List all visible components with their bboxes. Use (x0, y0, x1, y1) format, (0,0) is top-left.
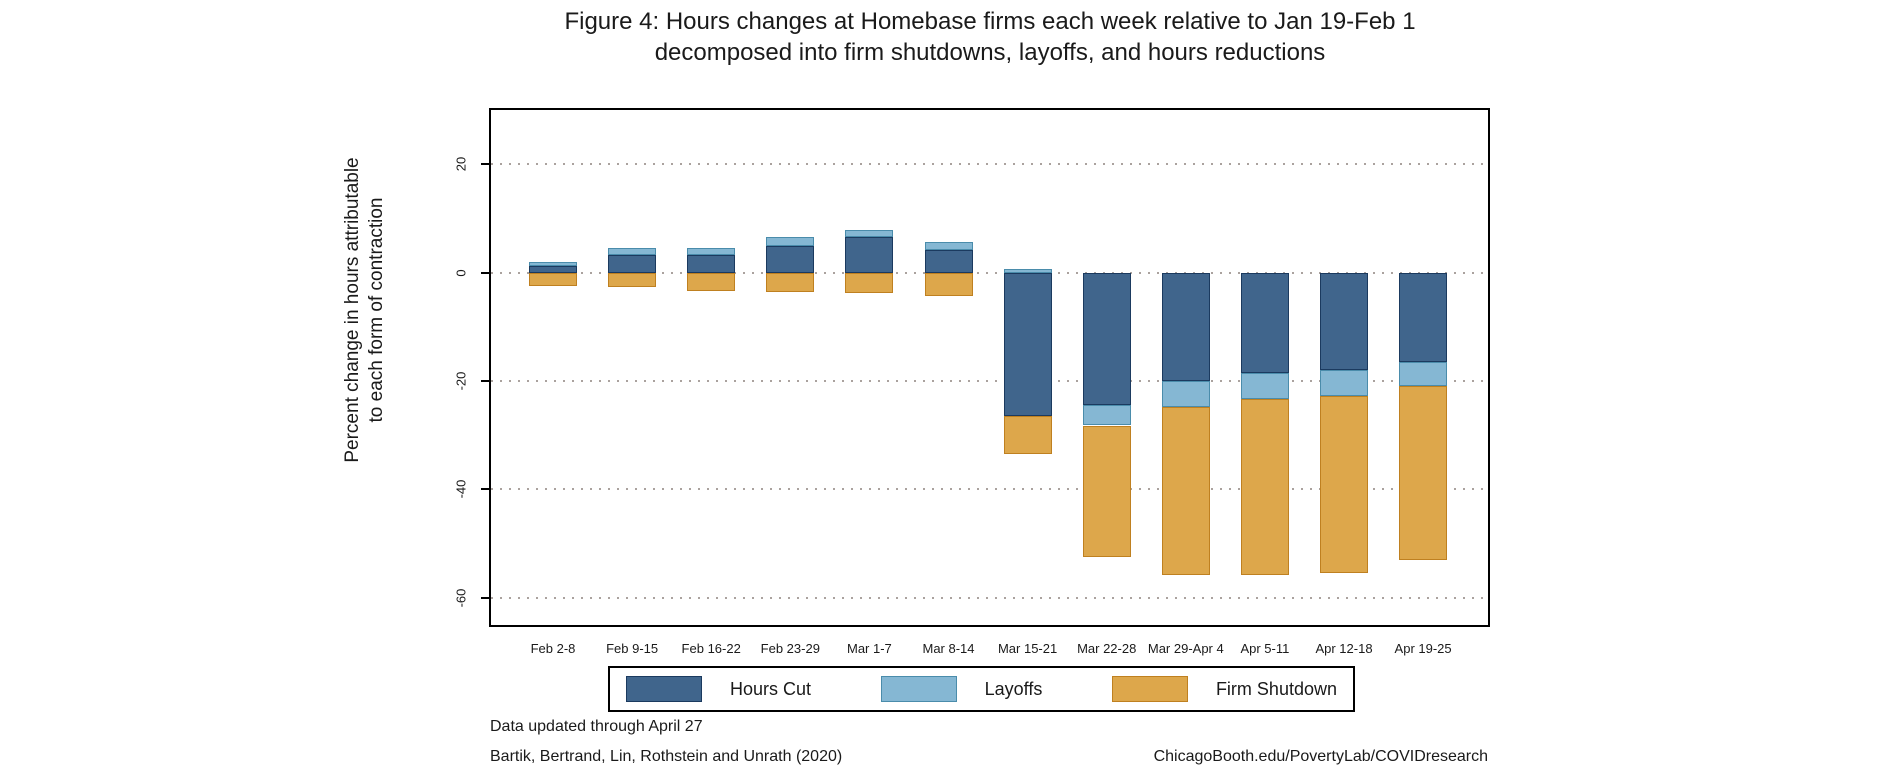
y-tick-mark (481, 163, 490, 166)
y-tick-mark (481, 488, 490, 491)
legend-label-firm-shutdown: Firm Shutdown (1215, 678, 1337, 699)
legend-label-layoffs: Layoffs (984, 678, 1043, 699)
bar-segment-hours-cut-mar-15-21 (1003, 272, 1052, 417)
bar-segment-firm-shutdown-mar-29-apr-4 (1161, 407, 1210, 576)
legend-item-layoffs: Layoffs (880, 676, 1043, 702)
x-tick-label-feb-2-8: Feb 2-8 (530, 641, 576, 656)
x-tick-label-feb-9-15: Feb 9-15 (606, 641, 659, 656)
bar-segment-layoffs-feb-16-22 (687, 247, 736, 255)
footnote-authors: Bartik, Bertrand, Lin, Rothstein and Unr… (490, 748, 843, 765)
bar-segment-hours-cut-feb-9-15 (608, 254, 657, 273)
bar-segment-hours-cut-mar-22-28 (1082, 272, 1131, 406)
footnote-data-updated: Data updated through April 27 (490, 718, 703, 735)
bar-segment-hours-cut-feb-2-8 (529, 265, 577, 273)
y-axis-title-line1: Percent change in hours attributable (342, 157, 363, 463)
x-tick-label-feb-16-22: Feb 16-22 (681, 641, 741, 656)
bar-segment-firm-shutdown-feb-2-8 (529, 272, 577, 286)
y-tick-mark (481, 271, 490, 274)
bar-segment-layoffs-mar-29-apr-4 (1161, 381, 1210, 408)
bar-segment-firm-shutdown-feb-16-22 (687, 272, 736, 291)
bar-segment-layoffs-mar-1-7 (845, 229, 894, 238)
gridline--40 (491, 488, 1488, 491)
x-tick-label-apr-19-25: Apr 19-25 (1394, 641, 1452, 656)
bar-segment-layoffs-mar-15-21 (1003, 268, 1052, 273)
bar-segment-hours-cut-feb-16-22 (687, 254, 736, 273)
gridline-0 (491, 271, 1488, 274)
bar-segment-firm-shutdown-apr-19-25 (1399, 386, 1448, 560)
bar-segment-hours-cut-mar-29-apr-4 (1161, 272, 1210, 382)
bar-segment-hours-cut-mar-8-14 (924, 249, 973, 273)
figure-title-line2: decomposed into firm shutdowns, layoffs,… (654, 39, 1326, 66)
gridline--60 (491, 596, 1488, 599)
bar-segment-layoffs-apr-19-25 (1399, 362, 1448, 387)
legend-swatch-firm-shutdown (1111, 676, 1188, 702)
gridline--20 (491, 380, 1488, 383)
y-tick-mark (481, 596, 490, 599)
bar-segment-layoffs-feb-2-8 (529, 261, 577, 266)
bar-segment-firm-shutdown-apr-5-11 (1240, 398, 1289, 575)
x-tick-label-apr-5-11: Apr 5-11 (1240, 641, 1290, 656)
bar-segment-hours-cut-feb-23-29 (766, 245, 815, 273)
bar-segment-firm-shutdown-mar-1-7 (845, 272, 894, 293)
y-tick-mark (481, 380, 490, 383)
bar-segment-hours-cut-apr-5-11 (1240, 272, 1289, 374)
x-tick-label-mar-29-apr-4: Mar 29-Apr 4 (1147, 641, 1224, 656)
plot-area: 20 0 -20 -40 -60 Feb 2-8 Feb 9-15 Feb 16-22 Feb … (454, 108, 1490, 656)
footnote-source-url: ChicagoBooth.edu/PovertyLab/COVIDresearc… (1153, 748, 1488, 765)
y-axis-title-line2: to each form of contraction (366, 197, 387, 423)
x-tick-label-mar-8-14: Mar 8-14 (922, 641, 975, 656)
figure-title-line1: Figure 4: Hours changes at Homebase firm… (564, 8, 1416, 35)
bar-segment-layoffs-feb-23-29 (766, 237, 815, 246)
bar-segment-layoffs-apr-12-18 (1320, 370, 1368, 396)
legend-label-hours-cut: Hours Cut (730, 678, 812, 699)
legend-item-firm-shutdown: Firm Shutdown (1111, 676, 1337, 702)
bar-segment-firm-shutdown-feb-9-15 (608, 272, 657, 288)
legend: Hours Cut Layoffs Firm Shutdown (608, 666, 1355, 712)
bar-segment-layoffs-apr-5-11 (1240, 373, 1289, 399)
bar-segment-hours-cut-mar-1-7 (845, 237, 894, 273)
bar-segment-firm-shutdown-mar-15-21 (1003, 416, 1052, 454)
gridline-20 (491, 163, 1488, 166)
bar-segment-hours-cut-apr-12-18 (1320, 272, 1368, 371)
bar-segment-layoffs-feb-9-15 (608, 247, 657, 255)
x-tick-label-feb-23-29: Feb 23-29 (760, 641, 820, 656)
x-tick-label-mar-1-7: Mar 1-7 (846, 641, 892, 656)
legend-item-hours-cut: Hours Cut (626, 676, 811, 702)
bar-segment-layoffs-mar-8-14 (924, 242, 973, 250)
x-tick-label-apr-12-18: Apr 12-18 (1315, 641, 1373, 656)
legend-swatch-layoffs (880, 676, 957, 702)
bar-segment-hours-cut-apr-19-25 (1399, 272, 1448, 363)
bar-segment-firm-shutdown-apr-12-18 (1320, 395, 1368, 573)
bar-segment-firm-shutdown-feb-23-29 (766, 272, 815, 292)
figure-title: Figure 4: Hours changes at Homebase firm… (440, 6, 1540, 68)
bar-segment-layoffs-mar-22-28 (1082, 405, 1131, 426)
x-tick-label-mar-15-21: Mar 15-21 (997, 641, 1058, 656)
x-tick-label-mar-22-28: Mar 22-28 (1077, 641, 1137, 656)
legend-swatch-hours-cut (626, 676, 702, 702)
bar-segment-firm-shutdown-mar-22-28 (1082, 425, 1131, 558)
bar-segment-firm-shutdown-mar-8-14 (924, 272, 973, 296)
